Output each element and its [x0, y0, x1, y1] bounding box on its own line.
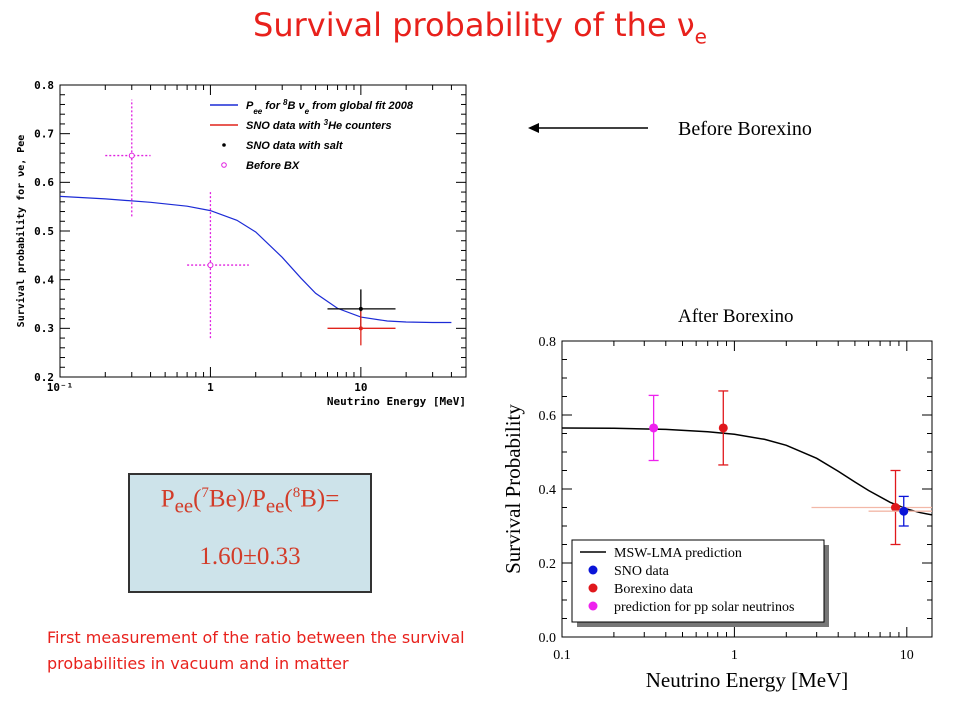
y-tick-label: 0.8 [34, 79, 54, 92]
x-tick-label: 1 [731, 648, 738, 663]
y-tick-label: 0.8 [539, 335, 557, 350]
title-nu: ν [676, 6, 695, 44]
data-point [358, 306, 363, 311]
data-point [891, 503, 901, 512]
x-tick-label: 10 [354, 381, 367, 394]
after-borexino-chart: 0.1 1 10 0.0 0.2 0.4 0.6 0.8 Neutrino Energy [Me… [501, 335, 933, 692]
y-tick-label: 0.3 [34, 322, 54, 335]
ratio-box: Pee(7Be)/Pee(8B)= 1.60±0.33 [128, 473, 372, 593]
legend-label: SNO data with salt [246, 140, 344, 152]
legend-swatch [588, 601, 598, 611]
legend-swatch [588, 565, 598, 575]
legend-label: SNO data [614, 564, 670, 579]
y-tick-label: 0.4 [539, 483, 557, 498]
legend: MSW-LMA prediction SNO data Borexino data p… [571, 539, 829, 627]
y-axis-label: Survival Probability [501, 404, 525, 574]
data-point [358, 326, 363, 331]
title-sub: e [694, 24, 707, 49]
legend-label: MSW-LMA prediction [614, 546, 742, 561]
legend-swatch [222, 143, 226, 147]
x-axis-label: Neutrino Energy [MeV] [327, 395, 466, 408]
after-borexino-label: After Borexino [678, 306, 794, 327]
legend-label: Borexino data [614, 582, 694, 597]
footnote-text: First measurement of the ratio between t… [47, 628, 465, 673]
y-tick-label: 0.4 [34, 274, 54, 287]
slide-title: Survival probability of the νe [0, 6, 960, 48]
legend-box [571, 539, 825, 623]
x-tick-label: 1 [207, 381, 214, 394]
y-tick-label: 0.2 [34, 371, 54, 384]
data-point [207, 262, 214, 269]
data-point [899, 506, 909, 516]
y-axis-label: Survival probability for νe, Pee [15, 135, 27, 328]
legend-label: prediction for pp solar neutrinos [614, 600, 794, 615]
y-tick-label: 0.6 [34, 176, 54, 189]
legend: Pee for 8B νe from global fit 2008 SNO da… [210, 98, 414, 172]
before-borexino-chart: 10⁻¹ 1 10 0.2 0.3 0.4 0.5 0.6 0.7 0.8 Neutrino Ene… [15, 79, 467, 408]
series-curve [562, 427, 932, 516]
data-point [649, 423, 659, 433]
y-tick-label: 0.2 [539, 557, 557, 572]
y-tick-label: 0.7 [34, 128, 54, 141]
x-axis-label: Neutrino Energy [MeV] [646, 668, 849, 692]
arrow-icon [528, 123, 648, 133]
x-tick-label: 10 [900, 648, 914, 663]
y-tick-label: 0.6 [539, 409, 557, 424]
data-point [718, 423, 728, 433]
legend-swatch [221, 162, 227, 168]
series-curve [60, 195, 452, 324]
x-tick-label: 10⁻¹ [47, 381, 74, 394]
ratio-value: 1.60±0.33 [199, 543, 301, 570]
title-text: Survival probability of the [253, 6, 677, 44]
ratio-formula: Pee(7Be)/Pee(8B)= [160, 485, 340, 518]
y-tick-label: 0.5 [34, 225, 54, 238]
legend-label: Before BX [246, 160, 300, 172]
legend-swatch [588, 583, 598, 593]
legend-label: SNO data with 3He counters [246, 118, 392, 133]
legend-label: Pee for 8B νe from global fit 2008 [246, 98, 414, 116]
before-borexino-label: Before Borexino [678, 118, 812, 140]
data-point [128, 152, 135, 159]
y-tick-label: 0.0 [539, 631, 557, 646]
x-tick-label: 0.1 [553, 648, 571, 663]
